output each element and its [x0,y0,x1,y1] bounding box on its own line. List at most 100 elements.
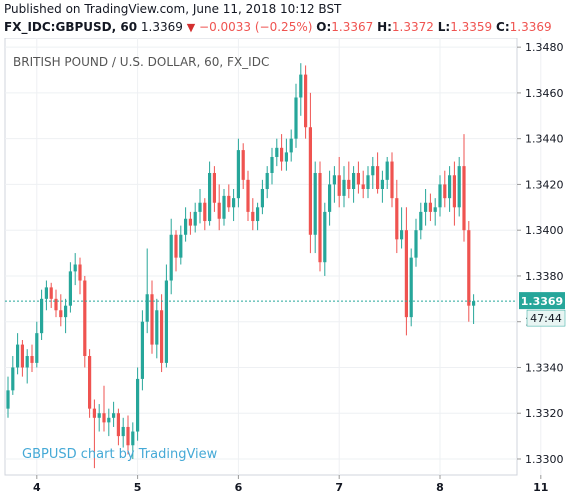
candle-body [20,344,24,368]
open-label: O: [316,20,332,34]
candle-body [188,218,192,226]
candle-body [35,333,39,363]
candle-body [184,218,188,235]
candle-body [308,127,312,235]
candle-body [433,207,437,212]
last-price-badge [519,292,565,310]
countdown-label: 47:44 [530,312,562,325]
candle-body [54,298,58,311]
candle-body [265,172,269,190]
symbol-name[interactable]: FX_IDC:GBPUSD, 60 [4,20,138,34]
candle-body [11,367,15,391]
chart-title: BRITISH POUND / U.S. DOLLAR, 60, FX_IDC [13,55,269,69]
candle-body [126,426,130,446]
candle-body [448,175,452,199]
candle-body [472,301,476,306]
candle-body [164,280,168,363]
candle-body [424,202,428,212]
low-value: 1.3359 [450,20,493,34]
candle-body [6,390,10,409]
candle-body [64,305,68,318]
candle-body [361,184,365,190]
candles [5,63,517,469]
candle-body [428,202,432,212]
x-tick-label: 5 [134,481,142,494]
open-value: 1.3367 [331,20,374,34]
candle-body [462,166,466,231]
x-tick-label: 11 [533,481,548,494]
candle-body [419,211,423,231]
candle-body [169,234,173,281]
candle-body [78,264,82,281]
candle-body [193,211,197,226]
candle-body [275,147,279,157]
candle-body [174,234,178,258]
candle-body [313,172,317,235]
candle-body [131,431,135,446]
candle-body [236,150,240,199]
candle-body [73,264,77,272]
low-label: L: [437,20,451,34]
candle-body [457,166,461,208]
y-tick-label: 1.3460 [525,87,564,100]
candle-body [145,294,149,322]
candle-body [198,202,202,212]
candle-body [438,184,442,208]
candle-body [140,321,144,379]
candle-body [160,310,164,363]
candle-body [59,310,63,318]
candle-body [246,179,250,212]
candle-body [294,97,298,139]
candle-body [366,175,370,190]
candle-body [88,356,92,409]
candle-body [256,207,260,222]
candle-body [97,413,101,418]
price-change: −0.0033 (−0.25%) [199,20,313,34]
price-axis[interactable]: 1.33001.33201.33401.33601.33801.34001.34… [517,41,566,466]
candle-body [30,356,34,363]
candle-body [299,74,303,98]
candle-body [352,172,356,190]
candle-body [342,179,346,196]
candle-body [404,230,408,318]
symbol-line: FX_IDC:GBPUSD, 60 1.3369 ▼ −0.0033 (−0.2… [4,20,552,34]
candle-body [376,166,380,190]
candle-body [16,344,20,368]
last-price: 1.3369 [140,20,183,34]
candle-body [371,166,375,176]
candle-body [332,175,336,185]
candle-body [68,271,72,306]
candle-body [83,280,87,357]
candle-body [227,195,231,208]
candle-body [414,230,418,258]
candle-body [92,408,96,418]
y-tick-label: 1.3340 [525,361,564,374]
y-tick-label: 1.3300 [525,453,564,466]
last-price-label: 1.3369 [521,295,563,308]
candle-body [49,287,53,299]
candle-body [284,152,288,162]
candlestick-chart[interactable]: 1.33001.33201.33401.33601.33801.34001.34… [0,38,569,500]
candle-body [203,202,207,222]
candle-body [443,184,447,199]
close-value: 1.3369 [509,20,552,34]
y-tick-label: 1.3320 [525,407,564,420]
published-line: Published on TradingView.com, June 11, 2… [4,2,342,16]
candle-body [356,172,360,185]
candle-body [385,161,389,180]
candle-body [380,179,384,190]
candle-body [136,378,140,432]
grid [5,38,542,475]
y-tick-label: 1.3400 [525,224,564,237]
candle-body [232,198,236,208]
high-value: 1.3372 [391,20,434,34]
candle-body [289,138,293,153]
x-tick-label: 4 [33,481,41,494]
time-axis[interactable]: 4 5 6 7 8 11 [33,475,548,494]
x-tick-label: 8 [436,481,444,494]
candle-body [155,310,159,345]
candle-body [44,287,48,299]
candle-body [270,156,274,173]
candle-body [102,413,106,423]
y-tick-label: 1.3380 [525,270,564,283]
